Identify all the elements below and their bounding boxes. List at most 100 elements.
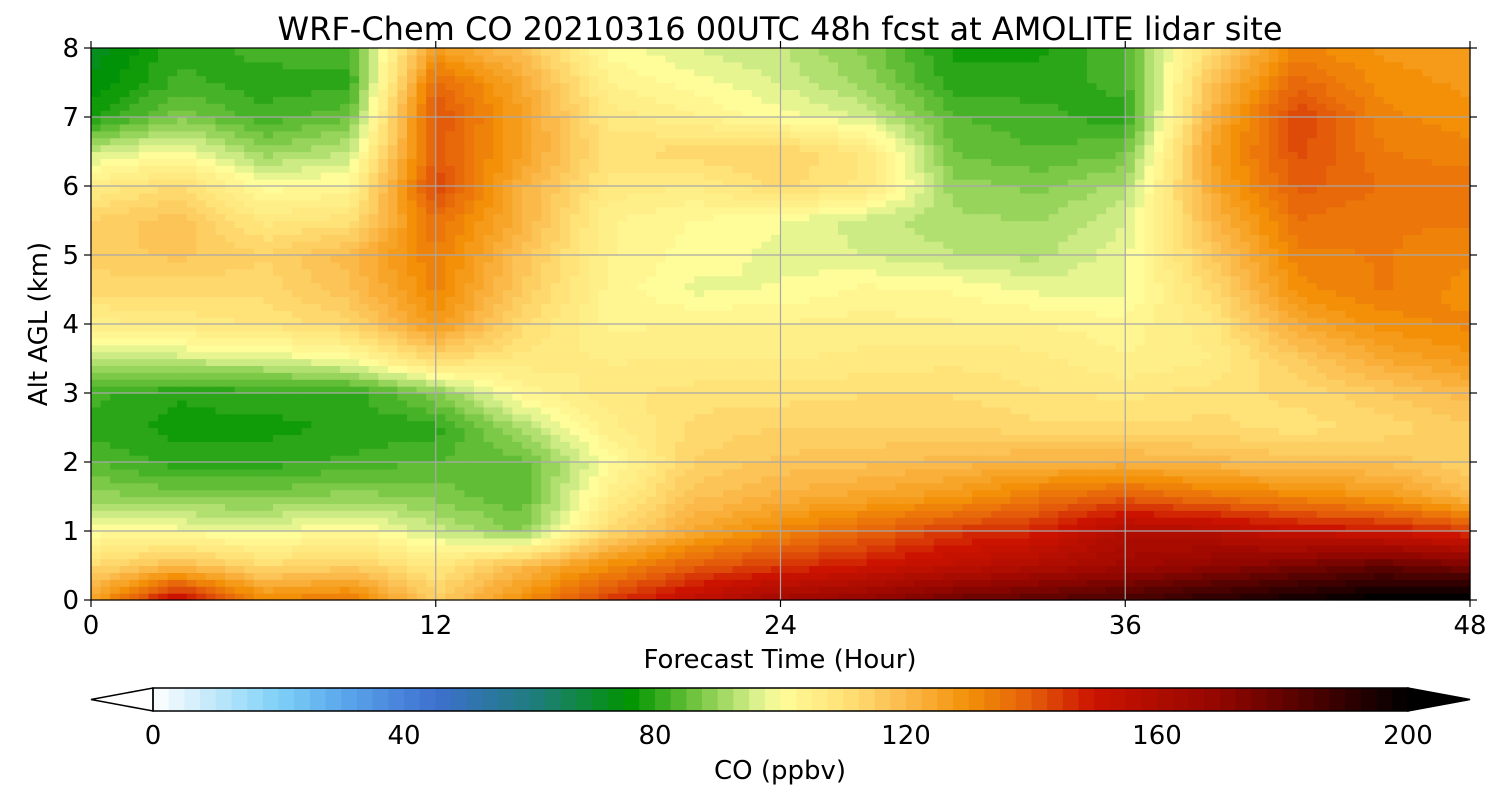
contour-cell — [330, 386, 341, 394]
contour-cell — [292, 358, 303, 366]
contour-cell — [818, 379, 829, 387]
contour-cell — [119, 475, 130, 484]
contour-cell — [1364, 482, 1375, 491]
contour-cell — [368, 393, 379, 401]
contour-cell — [292, 399, 303, 408]
contour-cell — [1077, 572, 1088, 580]
contour-cell — [799, 503, 810, 511]
contour-cell — [397, 496, 408, 504]
contour-cell — [857, 565, 868, 573]
contour-cell — [675, 496, 686, 504]
contour-cell — [110, 427, 121, 435]
contour-cell — [675, 558, 686, 567]
contour-cell — [167, 531, 178, 539]
contour-cell — [110, 372, 121, 380]
contour-cell — [588, 406, 600, 415]
contour-cell — [1182, 413, 1193, 422]
contour-cell — [311, 372, 322, 380]
contour-cell — [828, 413, 839, 422]
contour-cell — [1230, 420, 1241, 429]
contour-cell — [186, 531, 197, 539]
contour-cell — [847, 468, 858, 477]
contour-cell — [205, 448, 217, 456]
contour-cell — [244, 358, 255, 366]
contour-cell — [474, 551, 485, 560]
contour-cell — [1345, 482, 1356, 491]
contour-cell — [790, 558, 801, 567]
contour-cell — [349, 517, 360, 525]
contour-cell — [349, 579, 360, 587]
contour-cell — [1412, 434, 1423, 442]
contour-cell — [943, 503, 954, 511]
contour-cell — [1278, 586, 1289, 594]
contour-cell — [186, 420, 197, 429]
contour-cell — [1393, 537, 1404, 546]
contour-cell — [129, 420, 140, 429]
contour-cell — [531, 462, 542, 470]
contour-cell — [225, 455, 236, 463]
contour-cell — [387, 586, 399, 594]
contour-cell — [148, 558, 159, 567]
contour-cell — [435, 524, 446, 532]
contour-cell — [1106, 434, 1117, 442]
contour-cell — [588, 537, 600, 546]
contour-cell — [1019, 455, 1031, 463]
contour-cell — [1134, 593, 1146, 601]
contour-cell — [914, 475, 925, 484]
contour-cell — [1039, 420, 1050, 429]
contour-cell — [588, 379, 600, 387]
contour-cell — [1240, 434, 1251, 442]
contour-cell — [1412, 482, 1423, 491]
contour-cell — [263, 482, 274, 491]
contour-cell — [359, 434, 370, 442]
contour-cell — [110, 462, 121, 470]
contour-cell — [416, 448, 427, 456]
contour-cell — [818, 551, 829, 560]
contour-cell — [1316, 572, 1327, 580]
contour-cell — [225, 579, 236, 587]
contour-cell — [991, 544, 1002, 553]
contour-cell — [359, 572, 370, 580]
contour-cell — [1240, 593, 1251, 601]
contour-cell — [703, 503, 715, 511]
contour-cell — [876, 462, 887, 470]
contour-cell — [1077, 482, 1088, 491]
contour-cell — [569, 427, 580, 435]
contour-cell — [895, 399, 906, 408]
contour-cell — [1067, 386, 1078, 394]
contour-cell — [723, 593, 734, 601]
contour-cell — [588, 462, 600, 470]
contour-cell — [588, 393, 600, 401]
contour-cell — [301, 489, 312, 498]
contour-cell — [177, 372, 188, 380]
contour-cell — [359, 468, 370, 477]
contour-cell — [378, 399, 389, 408]
contour-cell — [1221, 586, 1232, 594]
contour-cell — [320, 379, 332, 387]
contour-cell — [579, 517, 590, 525]
contour-cell — [1288, 517, 1299, 525]
contour-cell — [502, 399, 513, 408]
contour-cell — [770, 462, 782, 470]
contour-cell — [234, 531, 245, 539]
contour-cell — [837, 503, 849, 511]
contour-cell — [694, 468, 705, 477]
contour-cell — [646, 406, 657, 415]
contour-cell — [311, 399, 322, 408]
contour-cell — [857, 372, 868, 380]
contour-cell — [588, 413, 600, 422]
contour-cell — [904, 593, 916, 601]
contour-cell — [253, 496, 264, 504]
contour-cell — [1335, 586, 1347, 594]
contour-cell — [292, 441, 303, 449]
contour-cell — [675, 544, 686, 553]
contour-cell — [636, 586, 648, 594]
contour-cell — [684, 572, 695, 580]
contour-cell — [665, 468, 676, 477]
contour-cell — [407, 558, 418, 567]
contour-cell — [636, 455, 648, 463]
contour-cell — [876, 441, 887, 449]
contour-cell — [952, 510, 964, 518]
contour-cell — [397, 372, 408, 380]
contour-cell — [1144, 441, 1155, 449]
